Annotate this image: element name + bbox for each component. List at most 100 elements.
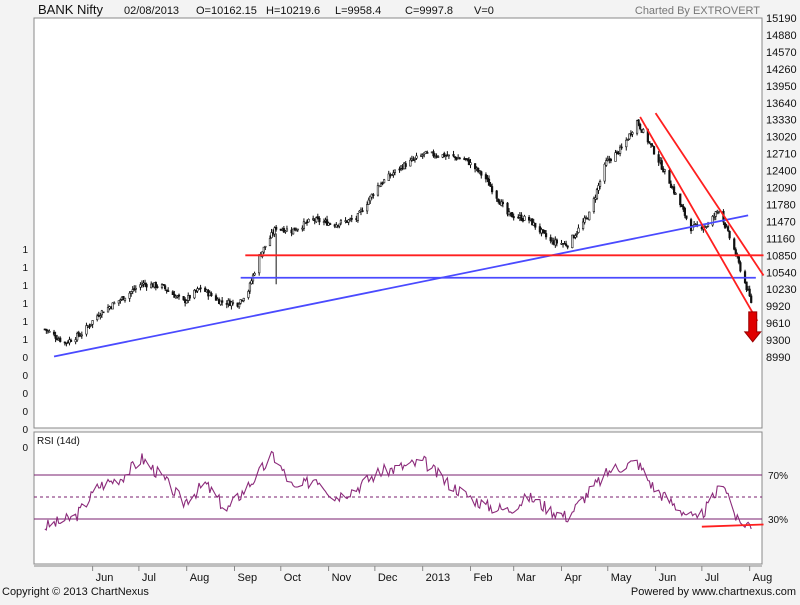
candle <box>531 218 534 226</box>
candle <box>356 213 359 223</box>
candle <box>520 212 523 222</box>
candle <box>657 150 660 166</box>
candle <box>80 331 83 339</box>
candle <box>96 313 99 322</box>
low-label: L=9958.4 <box>335 5 381 17</box>
candle <box>167 287 170 292</box>
candle <box>723 222 727 230</box>
candle <box>404 161 407 170</box>
candle <box>458 156 461 160</box>
candle <box>79 332 82 338</box>
x-tick-label: Feb <box>473 572 492 584</box>
candle <box>682 203 685 212</box>
candle <box>626 138 629 141</box>
candle <box>264 245 267 251</box>
candle <box>452 150 455 158</box>
y-tick-label: 9610 <box>766 318 790 330</box>
candle <box>63 341 66 346</box>
left-axis-label: 0 <box>22 389 28 400</box>
candle <box>188 294 191 301</box>
candle <box>65 342 68 347</box>
charted-by-label: Charted By EXTROVERT <box>635 5 760 17</box>
candle <box>748 285 751 298</box>
candle <box>555 238 558 247</box>
x-tick-label: Dec <box>378 572 398 584</box>
candle <box>366 201 369 215</box>
y-tick-label: 11160 <box>766 233 795 245</box>
candle <box>501 199 504 208</box>
candle <box>59 336 62 343</box>
candle <box>130 291 133 297</box>
candle <box>387 170 390 181</box>
candle <box>398 166 401 173</box>
y-tick-label: 11780 <box>766 199 796 211</box>
candle <box>102 311 105 314</box>
x-tick-label: Jun <box>659 572 677 584</box>
candle <box>635 119 639 136</box>
annotations <box>743 311 762 343</box>
candle <box>728 230 731 241</box>
y-tick-label: 13020 <box>766 132 797 144</box>
candle <box>292 228 295 235</box>
candle <box>74 336 77 345</box>
y-tick-label: 14260 <box>766 64 797 76</box>
x-axis: Jun Jul Aug Sep Oct Nov Dec 2013 Feb Mar Apr May Jun… <box>92 566 772 584</box>
candle <box>486 174 489 183</box>
y-tick-label: 8990 <box>766 352 790 364</box>
candle <box>705 226 708 229</box>
price-y-axis: 15190 14880 14570 14260 13950 13640 13330 13020… <box>766 13 797 364</box>
candle <box>609 157 612 164</box>
blue-trendline <box>53 214 749 358</box>
candle <box>605 157 608 167</box>
price-panel <box>33 17 763 429</box>
y-tick-label: 9920 <box>766 301 790 313</box>
candle <box>648 141 651 144</box>
candle <box>230 300 233 310</box>
x-tick-label: Apr <box>564 572 581 584</box>
candle <box>231 299 235 306</box>
candle <box>139 282 142 291</box>
x-tick-label: Jul <box>705 572 719 584</box>
high-label: H=10219.6 <box>266 5 320 17</box>
candle <box>305 219 309 226</box>
candle <box>242 297 245 303</box>
x-tick-label: Jul <box>142 572 156 584</box>
candle <box>717 210 720 215</box>
candle <box>512 213 515 221</box>
candle <box>91 320 94 329</box>
candle <box>140 280 144 288</box>
candle <box>421 153 424 159</box>
candle <box>652 145 656 155</box>
candle <box>506 202 509 217</box>
candle <box>123 297 127 303</box>
down-arrow <box>743 311 762 343</box>
rsi-level-70-label: 70% <box>768 471 788 482</box>
candle <box>415 152 418 160</box>
red-trendline <box>639 116 759 322</box>
candle <box>443 151 446 158</box>
candle <box>390 174 393 176</box>
candle <box>426 150 429 154</box>
candle <box>177 293 181 300</box>
candle <box>669 180 673 188</box>
x-tick-label: 2013 <box>426 572 450 584</box>
candle <box>679 193 682 208</box>
candle <box>268 235 272 247</box>
candle <box>113 301 116 305</box>
candle <box>160 283 164 290</box>
candle <box>339 218 343 225</box>
candle <box>307 218 310 223</box>
left-axis-label: 0 <box>22 443 28 454</box>
candle <box>714 211 717 221</box>
candle <box>156 284 159 289</box>
candle <box>270 228 273 239</box>
left-axis-label: 0 <box>22 407 28 418</box>
candle <box>77 330 80 338</box>
candle <box>575 231 579 238</box>
candle <box>469 158 472 169</box>
rsi-series <box>44 450 764 531</box>
candle <box>248 281 252 294</box>
candle <box>663 169 666 175</box>
x-tick-label: Mar <box>517 572 536 584</box>
